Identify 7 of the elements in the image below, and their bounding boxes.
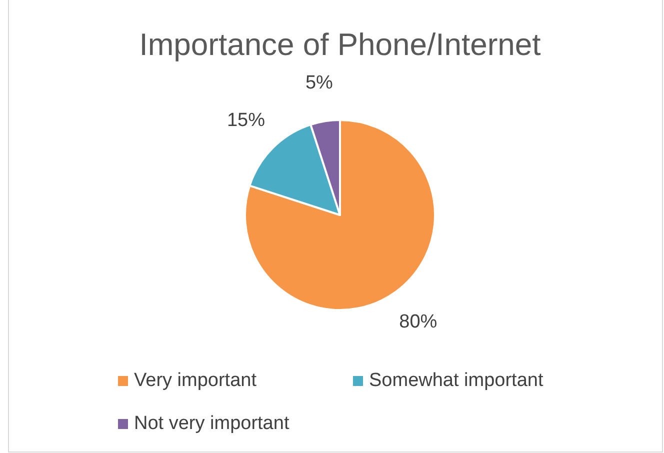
data-label: 5% — [305, 72, 334, 94]
data-label: 15% — [226, 110, 266, 131]
legend-label: Very important — [134, 370, 258, 392]
data-label: 80% — [399, 312, 438, 333]
chart-title: Importance of Phone/Internet — [139, 27, 542, 62]
legend-label: Somewhat important — [369, 370, 544, 392]
legend-label: Not very important — [134, 413, 290, 434]
